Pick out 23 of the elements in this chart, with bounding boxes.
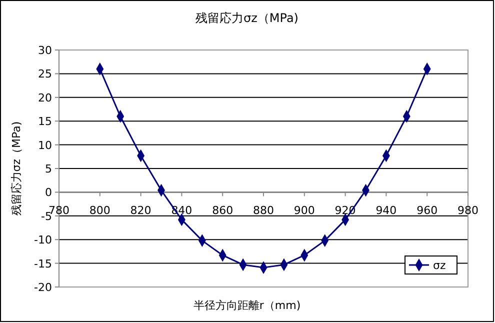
- y-tick-label: -20: [34, 281, 52, 294]
- y-tick-label: 10: [38, 138, 52, 152]
- chart-title: 残留応力σz（MPa): [196, 11, 298, 25]
- x-tick-label: 820: [130, 204, 152, 218]
- y-tick-label: 20: [38, 91, 52, 104]
- y-tick-label: -5: [41, 210, 52, 223]
- x-tick-label: 800: [89, 204, 110, 218]
- y-axis-title: 残留応力σz（MPa): [10, 121, 23, 216]
- y-tick-label: 25: [38, 68, 52, 81]
- y-tick-label: 0: [45, 186, 52, 200]
- y-tick-label: -15: [34, 257, 52, 270]
- y-tick-label: 5: [45, 162, 52, 176]
- x-tick-label: 980: [458, 204, 478, 218]
- x-axis-title: 半径方向距離r（mm): [193, 299, 301, 312]
- y-tick-label: -10: [34, 234, 52, 247]
- x-tick-label: 900: [294, 204, 315, 218]
- x-tick-label: 880: [253, 204, 274, 218]
- x-tick-label: 960: [416, 204, 438, 218]
- legend-label: σz: [433, 259, 446, 272]
- y-tick-label: 15: [38, 115, 52, 128]
- x-tick-label: 940: [376, 204, 397, 218]
- y-tick-label: 30: [38, 44, 52, 57]
- x-tick-label: 860: [212, 204, 234, 218]
